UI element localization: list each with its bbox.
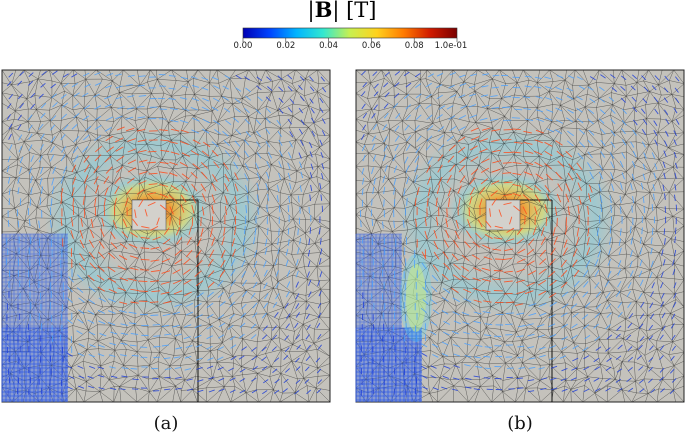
magnet-region bbox=[1, 327, 68, 402]
caption-b: (b) bbox=[507, 413, 533, 434]
colorbar-tick-label: 0.04 bbox=[319, 41, 338, 51]
colorbar-title-symbol: B bbox=[315, 0, 333, 22]
panel-a bbox=[1, 69, 331, 403]
field-arrows bbox=[359, 70, 680, 396]
colorbar-title-bar-right: | bbox=[332, 0, 346, 23]
colorbar-tick-label: 0.02 bbox=[276, 41, 295, 51]
caption-a: (a) bbox=[154, 413, 179, 434]
colorbar-ticks: 0.00 0.02 0.04 0.06 0.08 1.0e-01 bbox=[234, 38, 468, 51]
colorbar-title-unit: [T] bbox=[346, 0, 376, 22]
panel-b bbox=[355, 69, 685, 403]
colorbar-title-bar-left: | bbox=[308, 0, 315, 23]
colorbar-gradient-bar bbox=[242, 27, 458, 39]
magnet-region bbox=[355, 327, 422, 402]
colorbar-tick-label: 0.06 bbox=[362, 41, 381, 51]
magnet-region bbox=[1, 233, 68, 328]
colorbar-title: |B| [T] bbox=[308, 0, 377, 23]
colorbar-tick-label: 0.00 bbox=[234, 41, 253, 51]
coil-block bbox=[485, 199, 521, 231]
field-arrows bbox=[6, 70, 327, 396]
magnet-region bbox=[355, 233, 402, 328]
colorbar: |B| [T] 0.00 0.02 0.04 0.06 0.08 1.0e-01 bbox=[234, 0, 468, 51]
air-gap-halo bbox=[400, 254, 432, 342]
colorbar-tick-label: 1.0e-01 bbox=[435, 41, 468, 51]
air-gap-highlight bbox=[406, 264, 426, 332]
colorbar-tick-label: 0.08 bbox=[405, 41, 424, 51]
